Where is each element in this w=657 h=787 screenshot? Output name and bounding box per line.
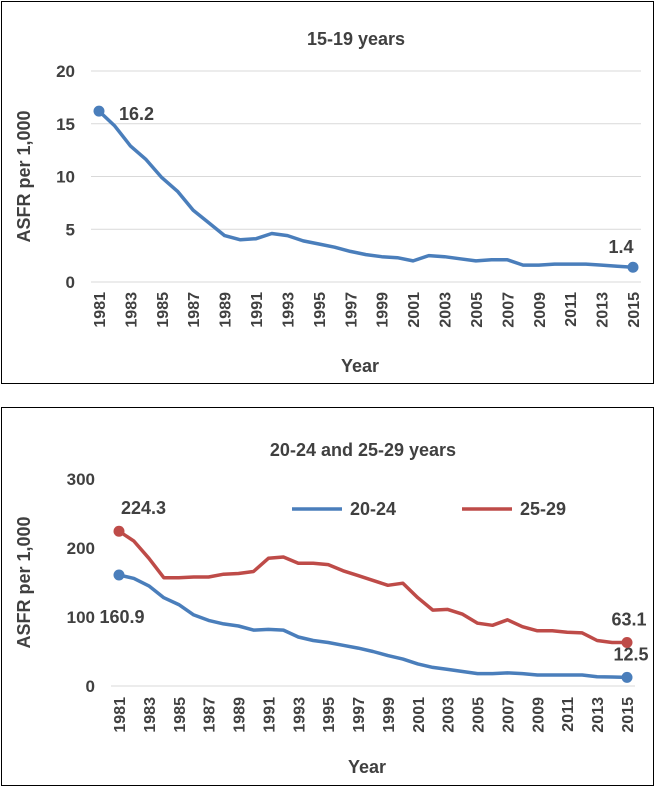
data-label-25-29: 63.1 [611, 609, 646, 629]
data-point-20-24 [113, 569, 125, 581]
x-tick-label: 2007 [500, 697, 517, 733]
chart-20-24-25-29: 20-24 and 25-29 years 0 100 200 300 1981 1983 1… [14, 440, 649, 777]
data-point-20-24 [621, 671, 633, 683]
x-tick-label: 1991 [261, 697, 278, 733]
x-tick-label: 2005 [471, 697, 488, 733]
x-tick-label: 2001 [411, 697, 428, 733]
y-tick-label: 100 [67, 608, 95, 627]
x-axis-label: Year [348, 757, 386, 777]
x-tick-label: 2003 [438, 292, 455, 328]
data-label-25-29: 224.3 [121, 498, 166, 518]
data-point-25-29 [113, 525, 125, 537]
x-axis-label: Year [341, 356, 379, 376]
chart-title: 15-19 years [307, 29, 405, 49]
x-tick-label: 2009 [530, 697, 547, 733]
x-tick-label: 2007 [500, 292, 517, 328]
x-tick-label: 1987 [202, 697, 219, 733]
x-tick-label: 1983 [123, 292, 140, 328]
x-tick-label: 2015 [620, 697, 637, 733]
chart-title: 20-24 and 25-29 years [270, 440, 456, 460]
x-tick-label: 1981 [112, 697, 129, 733]
x-tick-label: 2015 [626, 292, 643, 328]
y-tick-label: 0 [66, 273, 75, 292]
y-tick-label: 20 [56, 62, 75, 81]
y-axis-label: ASFR per 1,000 [14, 516, 34, 648]
x-tick-label: 1995 [312, 292, 329, 328]
x-tick-label: 2005 [469, 292, 486, 328]
x-tick-label: 1999 [381, 697, 398, 733]
x-tick-label: 1981 [92, 292, 109, 328]
x-tick-label: 1997 [343, 292, 360, 328]
series-line-15-19 [97, 109, 635, 269]
x-tick-label: 2001 [406, 292, 423, 328]
y-tick-label: 15 [56, 115, 75, 134]
chart-15-19: 15-19 years 0 5 10 15 20 1981 1983 1985 1987 1989 1… [14, 29, 643, 376]
data-label-15-19: 16.2 [119, 104, 154, 124]
chart-panel-15-19: 15-19 years 0 5 10 15 20 1981 1983 1985 1987 1989 1… [1, 1, 654, 384]
x-tick-label: 2009 [532, 292, 549, 328]
x-tick-label: 1989 [218, 292, 235, 328]
x-tick-label: 1985 [155, 292, 172, 328]
x-tick-label: 2013 [595, 292, 612, 328]
x-tick-label: 1995 [321, 697, 338, 733]
legend-label-25-29: 25-29 [520, 499, 566, 519]
x-tick-label: 1989 [232, 697, 249, 733]
data-label-15-19: 1.4 [608, 237, 633, 257]
y-tick-label: 5 [66, 220, 75, 239]
data-point-15-19 [627, 261, 639, 273]
series-line-20-24 [117, 573, 629, 680]
chart-panel-20-29: 20-24 and 25-29 years 0 100 200 300 1981 1983 1… [1, 407, 654, 786]
x-tick-label: 2011 [560, 697, 577, 732]
series-line-25-29 [117, 529, 629, 645]
y-tick-label: 200 [67, 539, 95, 558]
y-tick-label: 0 [86, 677, 95, 696]
x-tick-label: 1999 [375, 292, 392, 328]
x-tick-label: 1985 [172, 697, 189, 733]
data-point-15-19 [93, 105, 105, 117]
x-tick-label: 1997 [351, 697, 368, 733]
x-tick-label: 1991 [249, 292, 266, 328]
x-tick-label: 2003 [441, 697, 458, 733]
data-label-20-24: 160.9 [99, 607, 144, 627]
y-axis-label: ASFR per 1,000 [14, 110, 34, 242]
y-tick-label: 300 [67, 470, 95, 489]
y-tick-label: 10 [56, 168, 75, 187]
x-tick-label: 1993 [291, 697, 308, 733]
x-tick-label: 1983 [142, 697, 159, 733]
x-tick-label: 1993 [280, 292, 297, 328]
data-label-20-24: 12.5 [613, 644, 648, 664]
data-point-25-29 [621, 636, 633, 648]
legend-label-20-24: 20-24 [350, 499, 396, 519]
x-tick-label: 2013 [590, 697, 607, 733]
x-tick-label: 1987 [186, 292, 203, 328]
x-tick-label: 2011 [563, 292, 580, 327]
